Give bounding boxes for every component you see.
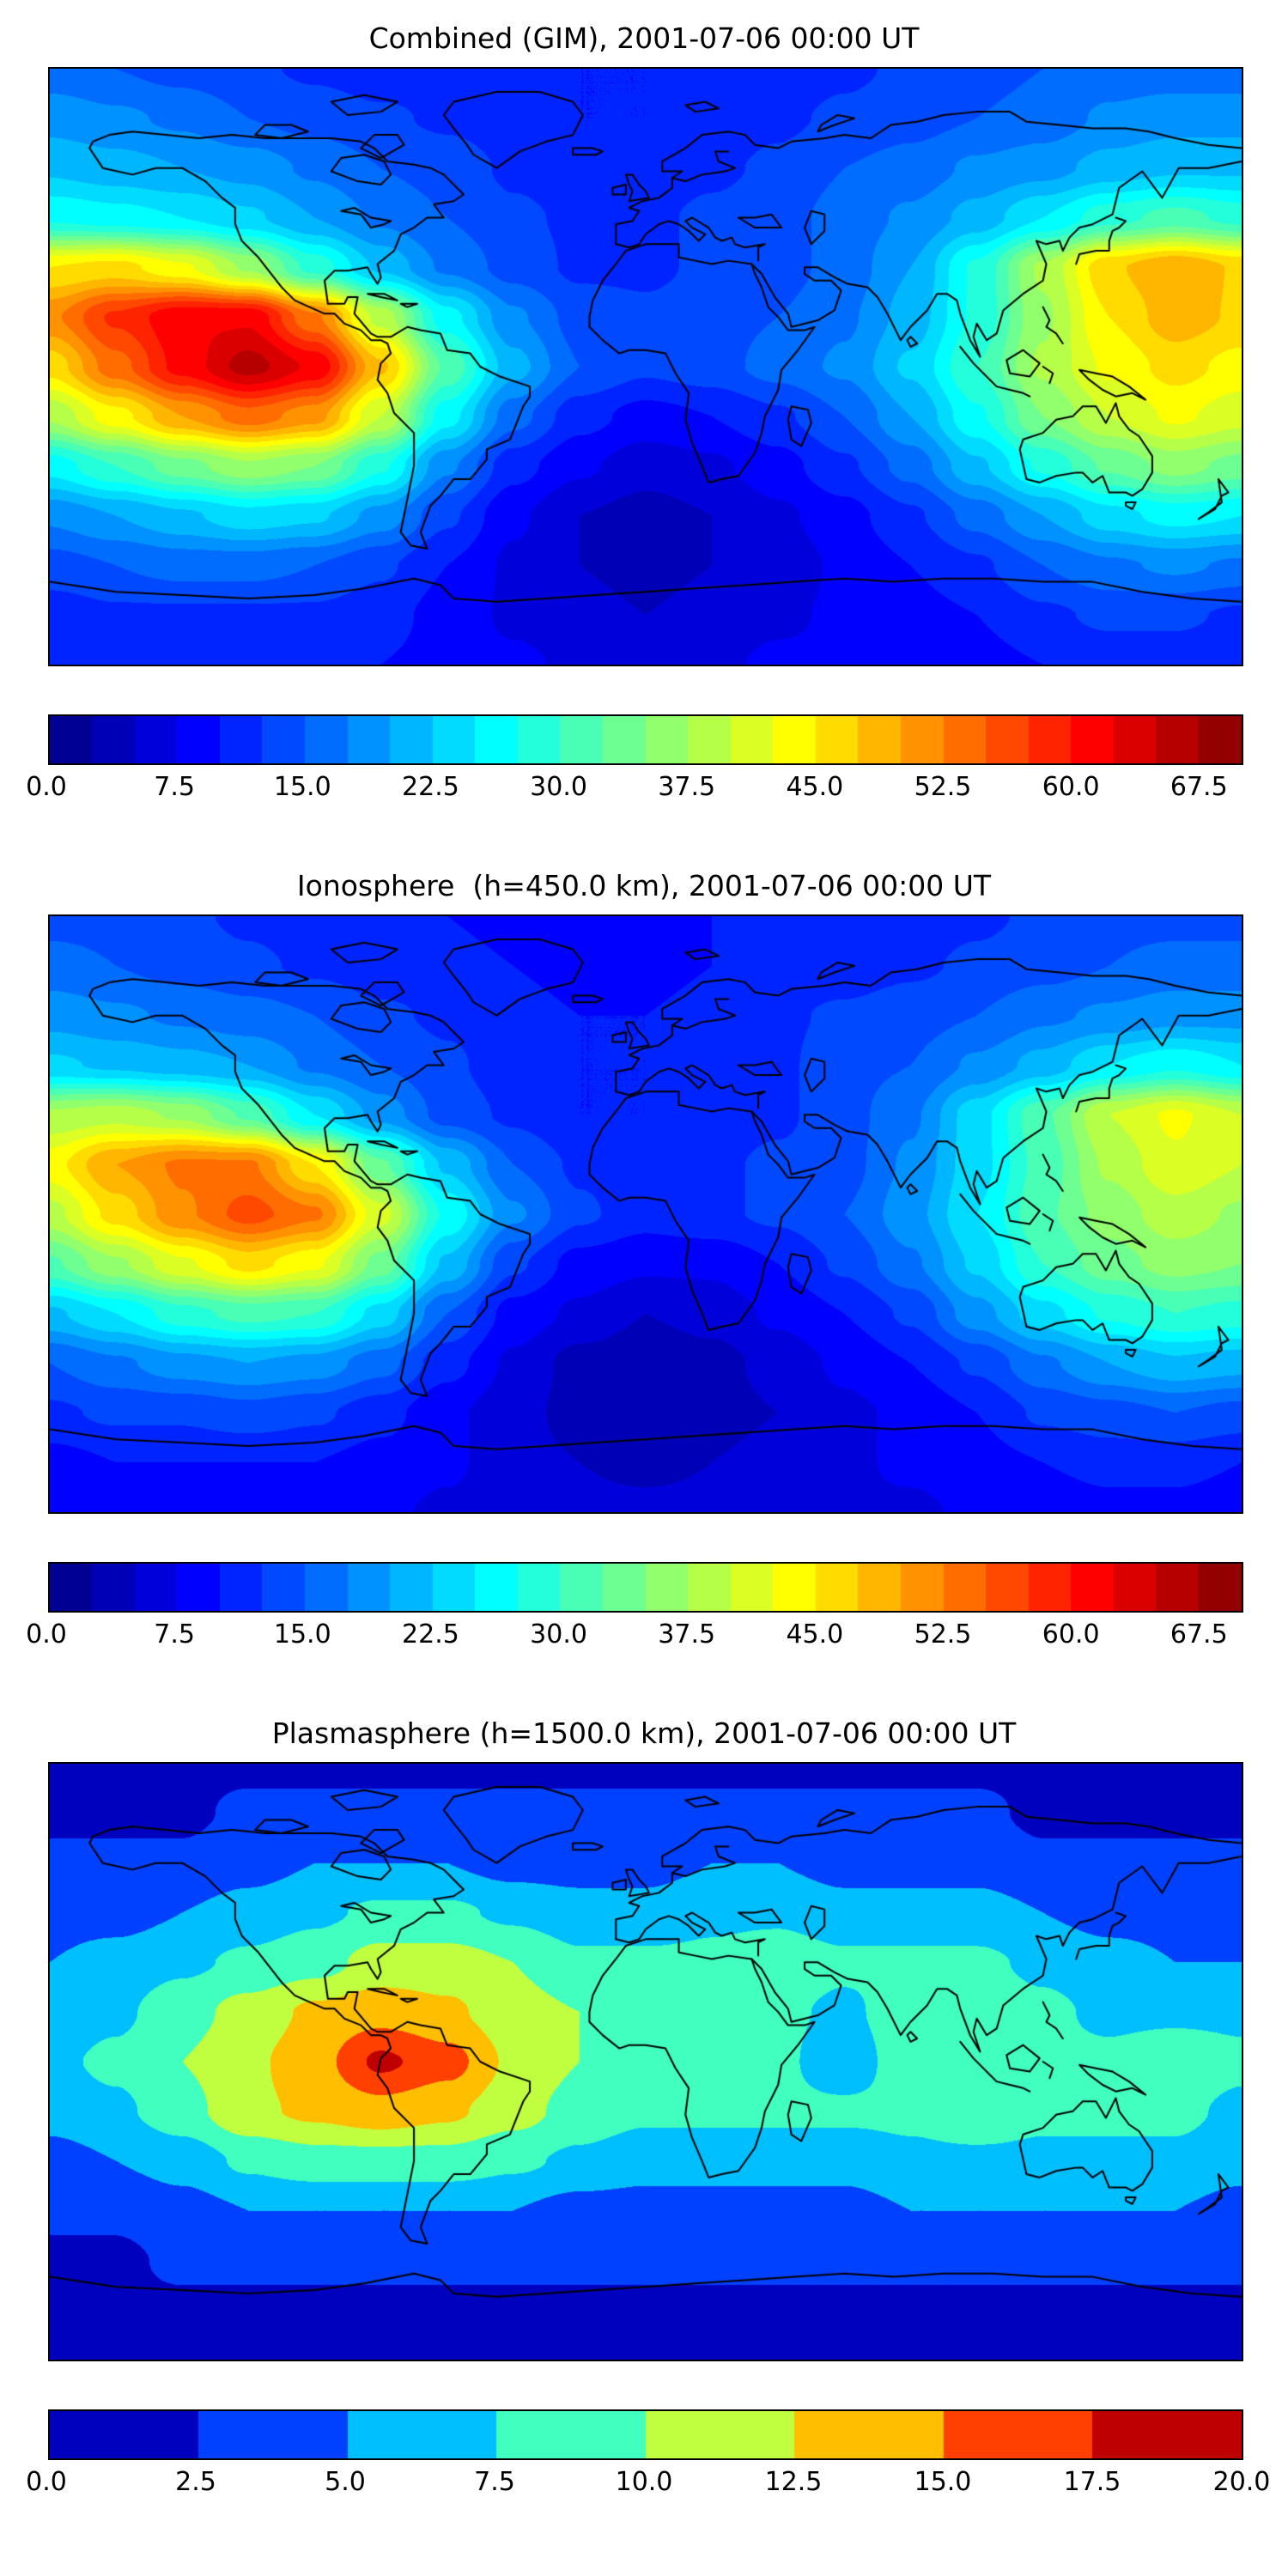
colorbar-tick-label: 15.0 (273, 771, 331, 802)
colorbar-tick-label: 67.5 (1170, 771, 1228, 802)
colorbar-canvas-combined (48, 714, 1243, 765)
figure: Combined (GIM), 2001-07-06 00:00 UT 0.0 7… (26, 21, 1270, 2505)
colorbar-tick-label: 20.0 (1212, 2466, 1271, 2497)
colorbar-tick-label: 2.5 (175, 2466, 216, 2497)
map-ionosphere (48, 914, 1243, 1514)
panel-title-ionosphere: Ionosphere (h=450.0 km), 2001-07-06 00:0… (296, 868, 992, 902)
colorbar-tick-label: 10.0 (615, 2466, 673, 2497)
colorbar-tick-label: 0.0 (26, 2466, 67, 2497)
colorbar-plasmasphere (48, 2409, 1243, 2460)
panel-title-combined: Combined (GIM), 2001-07-06 00:00 UT (368, 21, 920, 55)
colorbar-tick-label: 5.0 (325, 2466, 366, 2497)
colorbar-ticks-ionosphere: 0.0 7.5 15.0 22.5 30.0 37.5 45.0 52.5 60.0 67.5 (26, 1618, 1242, 1657)
colorbar-tick-label: 37.5 (658, 1619, 716, 1649)
colorbar-canvas-ionosphere (48, 1561, 1243, 1613)
map-plasmasphere (48, 1761, 1243, 2361)
colorbar-tick-label: 45.0 (786, 1619, 844, 1649)
map-canvas-plasmasphere (48, 1761, 1243, 2361)
colorbar-tick-label: 22.5 (402, 771, 459, 802)
colorbar-tick-label: 30.0 (530, 1619, 587, 1649)
colorbar-tick-label: 67.5 (1170, 1619, 1228, 1649)
colorbar-tick-label: 15.0 (273, 1619, 331, 1649)
colorbar-canvas-plasmasphere (48, 2409, 1243, 2460)
panel-combined: Combined (GIM), 2001-07-06 00:00 UT 0.0 7… (26, 21, 1243, 810)
colorbar-tick-label: 7.5 (474, 2466, 515, 2497)
colorbar-tick-label: 15.0 (914, 2466, 972, 2497)
map-canvas-ionosphere (48, 914, 1243, 1514)
colorbar-ticks-plasmasphere: 0.0 2.5 5.0 7.5 10.0 12.5 15.0 17.5 20.0 (26, 2465, 1270, 2505)
colorbar-tick-label: 60.0 (1042, 1619, 1100, 1649)
panel-title-plasmasphere: Plasmasphere (h=1500.0 km), 2001-07-06 0… (271, 1716, 1017, 1750)
colorbar-tick-label: 60.0 (1042, 771, 1100, 802)
colorbar-tick-label: 37.5 (658, 771, 716, 802)
colorbar-tick-label: 0.0 (26, 771, 67, 802)
panel-plasmasphere: Plasmasphere (h=1500.0 km), 2001-07-06 0… (26, 1716, 1270, 2505)
colorbar-tick-label: 0.0 (26, 1619, 67, 1649)
colorbar-tick-label: 30.0 (530, 771, 587, 802)
map-combined (48, 66, 1243, 666)
colorbar-tick-label: 7.5 (154, 1619, 195, 1649)
colorbar-tick-label: 22.5 (402, 1619, 459, 1649)
colorbar-combined (48, 714, 1243, 765)
colorbar-tick-label: 52.5 (914, 771, 972, 802)
colorbar-ionosphere (48, 1561, 1243, 1613)
colorbar-ticks-combined: 0.0 7.5 15.0 22.5 30.0 37.5 45.0 52.5 60.0 67.5 (26, 770, 1242, 810)
panel-ionosphere: Ionosphere (h=450.0 km), 2001-07-06 00:0… (26, 868, 1243, 1657)
colorbar-tick-label: 45.0 (786, 771, 844, 802)
map-canvas-combined (48, 66, 1243, 666)
colorbar-tick-label: 17.5 (1063, 2466, 1121, 2497)
colorbar-tick-label: 7.5 (154, 771, 195, 802)
colorbar-tick-label: 52.5 (914, 1619, 972, 1649)
colorbar-tick-label: 12.5 (764, 2466, 823, 2497)
